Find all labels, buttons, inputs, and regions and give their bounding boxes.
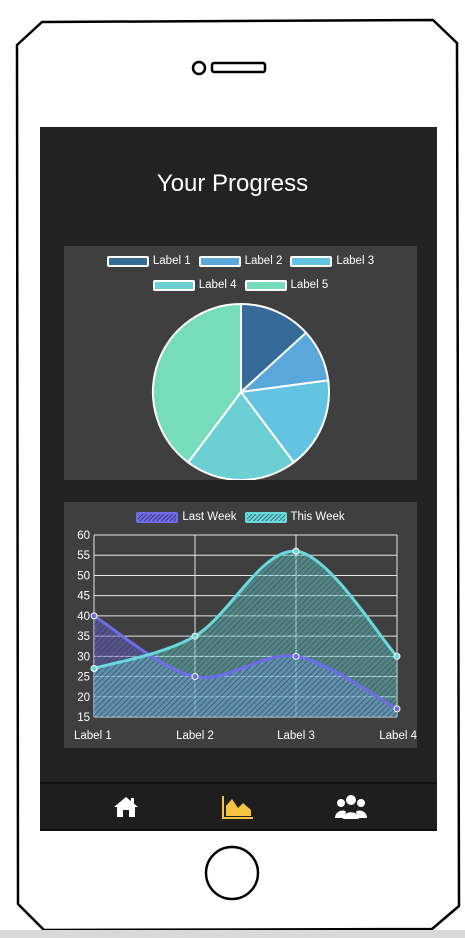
- legend-label: Label 3: [336, 255, 375, 267]
- legend-swatch: [198, 255, 241, 267]
- pie-legend-row-1: Label 1 Label 2 Label 3: [64, 255, 417, 267]
- x-tick-label: Label 2: [176, 730, 214, 742]
- data-point[interactable]: [191, 632, 199, 640]
- legend-swatch: [244, 511, 287, 523]
- pie-slice-5[interactable]: [152, 302, 242, 464]
- nav-home-button[interactable]: [106, 792, 146, 822]
- pie-slice-3[interactable]: [239, 379, 330, 464]
- data-point[interactable]: [90, 664, 98, 672]
- legend-swatch: [152, 279, 195, 291]
- legend-item-this-week[interactable]: This Week: [244, 511, 345, 523]
- data-point[interactable]: [191, 673, 199, 681]
- legend-swatch: [244, 279, 287, 291]
- pie-slice-1[interactable]: [240, 302, 308, 395]
- speaker-icon: [210, 61, 267, 74]
- data-point[interactable]: [393, 705, 401, 713]
- legend-label: Last Week: [182, 511, 237, 523]
- y-tick-label: 15: [77, 712, 90, 724]
- line-chart: 15 20 25 30 35 40 45 50 55 60 Label 1 Label 2 Label …: [74, 530, 417, 742]
- x-tick-label: Label 4: [379, 730, 417, 742]
- legend-item-label-1[interactable]: Label 1: [106, 255, 191, 267]
- data-point[interactable]: [292, 547, 300, 555]
- legend-item-label-2[interactable]: Label 2: [198, 255, 283, 267]
- home-hardware-button[interactable]: [204, 845, 260, 901]
- line-legend: Last Week This Week: [64, 511, 417, 523]
- y-tick-label: 35: [77, 631, 90, 643]
- legend-item-label-4[interactable]: Label 4: [152, 279, 237, 291]
- pie-chart: [152, 302, 330, 480]
- legend-label: Label 5: [290, 279, 329, 291]
- data-point[interactable]: [90, 612, 98, 620]
- y-tick-label: 25: [77, 672, 90, 684]
- y-tick-label: 20: [77, 692, 90, 704]
- camera-icon: [191, 60, 207, 76]
- page-title: Your Progress: [156, 170, 309, 197]
- pie-slice-4[interactable]: [186, 390, 296, 480]
- bottom-strip: [0, 930, 465, 938]
- nav-friends-button[interactable]: [331, 792, 371, 822]
- line-chart-panel: Last Week This Week 15 20 25 30 35 40 45 50 55 60…: [64, 502, 417, 748]
- data-point[interactable]: [292, 652, 300, 660]
- area-fill-2: [94, 551, 397, 717]
- legend-label: Label 4: [198, 279, 237, 291]
- nav-progress-button[interactable]: [218, 792, 258, 822]
- legend-swatch: [136, 511, 179, 523]
- legend-item-label-3[interactable]: Label 3: [290, 255, 374, 267]
- group-icon: [335, 795, 367, 819]
- series-line-2: [93, 549, 399, 670]
- y-tick-label: 40: [77, 611, 90, 623]
- y-tick-label: 55: [77, 550, 90, 562]
- legend-label: Label 2: [244, 255, 283, 267]
- area-chart-icon: [222, 796, 253, 819]
- x-tick-label: Label 3: [277, 730, 315, 742]
- y-tick-label: 30: [77, 651, 90, 663]
- legend-item-last-week[interactable]: Last Week: [136, 511, 237, 523]
- data-point[interactable]: [393, 652, 401, 660]
- series-line-1: [93, 614, 398, 711]
- legend-swatch: [290, 255, 333, 267]
- x-tick-label: Label 1: [74, 730, 112, 742]
- pie-legend-row-2: Label 4 Label 5: [64, 279, 417, 291]
- y-tick-label: 50: [77, 570, 90, 582]
- y-tick-label: 45: [77, 591, 90, 603]
- legend-item-label-5[interactable]: Label 5: [244, 279, 329, 291]
- home-icon: [114, 797, 138, 817]
- bottom-nav: [40, 782, 437, 831]
- pie-chart-panel: Label 1 Label 2 Label 3 Label 4 Label 5: [64, 246, 417, 480]
- legend-label: Label 1: [152, 255, 191, 267]
- legend-swatch: [106, 255, 149, 267]
- legend-label: This Week: [290, 511, 345, 523]
- y-tick-label: 60: [77, 530, 90, 542]
